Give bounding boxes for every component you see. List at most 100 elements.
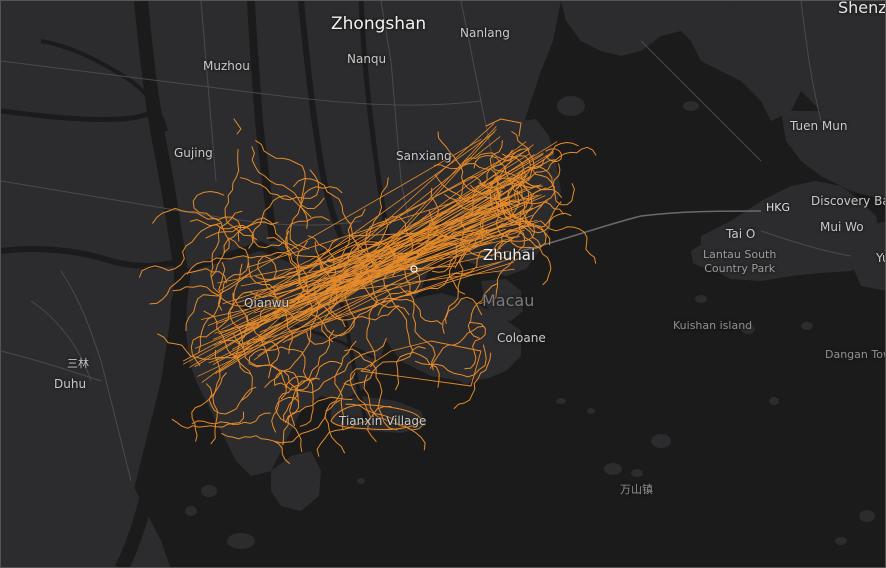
gps-track [444, 257, 464, 325]
gps-track [449, 232, 482, 295]
gps-track [206, 383, 257, 415]
gps-track [217, 220, 538, 284]
gps-track [274, 399, 341, 444]
gps-track [232, 332, 287, 400]
gps-track [224, 149, 257, 240]
gps-track [248, 262, 293, 354]
label-lantau-park: Lantau South Country Park [703, 248, 777, 275]
gps-track [470, 148, 529, 194]
gps-track [217, 237, 249, 311]
gps-track [274, 360, 343, 391]
gps-track [288, 230, 509, 341]
gps-track [220, 152, 544, 331]
gps-track [215, 202, 523, 361]
gps-track [284, 375, 314, 427]
gps-track [429, 325, 485, 369]
gps-track [256, 136, 501, 329]
label-sanlin: 三林 [67, 357, 89, 370]
gps-track [229, 291, 277, 348]
gps-track [171, 411, 245, 429]
label-macau: Macau [482, 291, 535, 310]
gps-track [501, 153, 530, 206]
label-nanlang: Nanlang [460, 26, 510, 40]
gps-track [334, 340, 357, 431]
gps-track [404, 269, 436, 371]
gps-track [489, 140, 540, 187]
gps-track [189, 219, 285, 249]
gps-track [190, 292, 234, 367]
gps-track [327, 144, 534, 304]
gps-track [289, 329, 335, 427]
gps-track [270, 240, 308, 310]
gps-track [442, 296, 483, 334]
gps-track [357, 242, 465, 264]
gps-track [149, 268, 227, 305]
gps-track [505, 230, 552, 286]
gps-track [321, 258, 374, 343]
gps-track [218, 338, 280, 379]
gps-track [366, 290, 415, 368]
gps-track [485, 118, 522, 137]
gps-track [282, 396, 353, 446]
gps-track [316, 278, 410, 316]
gps-track [198, 262, 226, 353]
gps-track [464, 321, 486, 370]
gps-track [192, 191, 242, 242]
gps-track [314, 283, 399, 321]
gps-track [219, 138, 482, 292]
gps-track [203, 310, 251, 375]
gps-track [248, 346, 313, 383]
gps-track [233, 118, 242, 135]
gps-track [201, 141, 527, 383]
gps-track [444, 194, 518, 223]
gps-track [293, 178, 360, 251]
gps-track [221, 433, 290, 464]
gps-track [267, 148, 531, 282]
gps-track [434, 174, 508, 202]
gps-track [251, 146, 325, 209]
gps-track [522, 168, 555, 229]
gps-track [344, 348, 398, 431]
gps-track [191, 372, 227, 442]
gps-track [326, 177, 389, 261]
gps-track [296, 208, 366, 287]
gps-track [303, 199, 518, 282]
gps-track [255, 238, 339, 280]
gps-track [191, 412, 271, 425]
gps-track [350, 232, 472, 272]
gps-track [307, 235, 346, 328]
label-qianwu: Qianwu [244, 296, 290, 310]
gps-track [257, 252, 306, 305]
gps-tracks-layer [139, 118, 597, 464]
gps-track [210, 210, 243, 294]
gps-track [306, 297, 396, 345]
label-tuen-mun: Tuen Mun [790, 119, 848, 133]
gps-track [467, 283, 499, 339]
river-layer [1, 1, 392, 567]
gps-track [275, 396, 303, 453]
gps-track [236, 214, 495, 304]
gps-track [308, 252, 378, 308]
gps-track [395, 351, 440, 391]
gps-track [324, 372, 356, 454]
gps-track [343, 346, 426, 386]
gps-track [383, 249, 414, 352]
gps-track [186, 255, 277, 279]
gps-track [197, 234, 495, 377]
gps-track [540, 220, 597, 264]
label-kuishan-island: Kuishan island [673, 319, 753, 332]
label-mui-wo: Mui Wo [820, 220, 864, 234]
gps-track [157, 333, 246, 360]
label-yu: Yu [876, 251, 885, 265]
label-wanshan: 万山镇 [620, 483, 653, 496]
gps-track [479, 256, 524, 305]
label-tai-o: Tai O [726, 227, 756, 241]
gps-track [218, 176, 531, 373]
label-duhu: Duhu [54, 377, 87, 391]
label-nanqu: Nanqu [347, 52, 387, 66]
gps-track [349, 368, 377, 442]
gps-track [505, 217, 547, 249]
gps-track [545, 148, 562, 163]
